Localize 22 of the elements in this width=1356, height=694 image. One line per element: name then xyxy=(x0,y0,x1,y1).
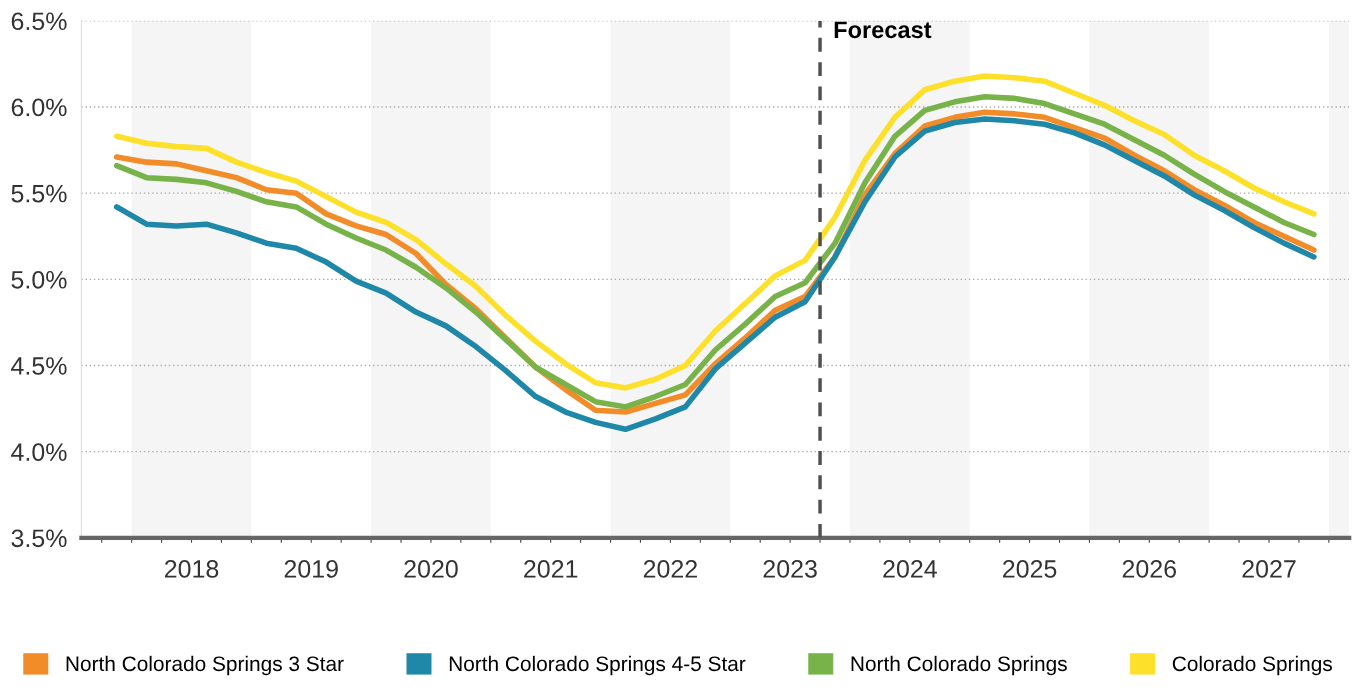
legend-label: North Colorado Springs 4-5 Star xyxy=(449,655,746,676)
x-tick-label: 2021 xyxy=(524,560,578,578)
x-tick-label: 2026 xyxy=(1122,560,1176,578)
x-tick-label: 2025 xyxy=(1003,560,1057,578)
y-tick-label: 5.5% xyxy=(11,184,67,203)
x-tick-label: 2027 xyxy=(1242,560,1296,578)
x-tick-label: 2023 xyxy=(763,560,817,578)
x-tick-label: 2019 xyxy=(284,560,338,578)
x-tick-label: 2020 xyxy=(404,560,458,578)
legend-label: North Colorado Springs xyxy=(851,655,1067,676)
legend-label: Colorado Springs xyxy=(1172,655,1332,676)
y-tick-label: 6.5% xyxy=(11,12,67,31)
y-tick-label: 3.5% xyxy=(11,529,67,548)
y-tick-label: 4.5% xyxy=(11,357,67,375)
legend-label: North Colorado Springs 3 Star xyxy=(66,655,344,676)
y-tick-label: 5.0% xyxy=(11,270,67,289)
x-tick-label: 2024 xyxy=(883,560,937,578)
y-tick-label: 6.0% xyxy=(11,98,67,117)
ref-line-label: Forecast xyxy=(834,21,932,39)
x-tick-label: 2018 xyxy=(164,560,219,578)
x-tick-label: 2022 xyxy=(643,560,697,578)
y-tick-label: 4.0% xyxy=(11,443,67,461)
